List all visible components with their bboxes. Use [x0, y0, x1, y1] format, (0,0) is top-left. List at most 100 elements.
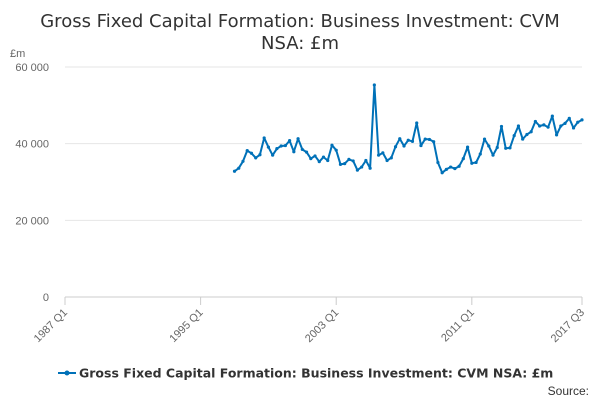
data-point[interactable] — [355, 168, 360, 172]
data-point[interactable] — [571, 126, 576, 130]
data-point[interactable] — [309, 157, 313, 161]
data-point[interactable] — [360, 165, 364, 169]
chart-title-line-2: NSA: £m — [261, 33, 339, 54]
data-point[interactable] — [317, 160, 321, 164]
legend-dot-marker — [64, 370, 70, 376]
data-point[interactable] — [245, 148, 249, 153]
data-point[interactable] — [351, 159, 355, 163]
data-point[interactable] — [432, 140, 436, 144]
data-point[interactable] — [258, 153, 262, 157]
data-point[interactable] — [389, 156, 393, 160]
data-point[interactable] — [521, 137, 525, 141]
data-point[interactable] — [326, 158, 330, 163]
data-point[interactable] — [474, 160, 478, 165]
data-point[interactable] — [436, 160, 440, 165]
x-tick-label: 2017 Q3 — [549, 307, 587, 345]
data-point[interactable] — [461, 157, 465, 161]
data-point[interactable] — [262, 136, 266, 140]
data-point[interactable] — [266, 145, 271, 149]
data-point[interactable] — [504, 146, 508, 150]
data-point[interactable] — [232, 169, 237, 173]
y-tick-label: 60 000 — [15, 62, 49, 74]
x-tick-label: 2011 Q1 — [439, 307, 477, 345]
x-tick-label: 2003 Q1 — [303, 307, 341, 345]
y-tick-label: 0 — [43, 292, 49, 304]
data-point[interactable] — [292, 150, 296, 154]
data-point[interactable] — [563, 121, 567, 125]
data-point[interactable] — [402, 144, 406, 148]
data-point[interactable] — [330, 143, 334, 147]
data-point[interactable] — [381, 151, 385, 155]
data-point[interactable] — [478, 152, 482, 156]
data-point[interactable] — [296, 137, 300, 141]
data-point[interactable] — [279, 144, 283, 148]
data-point[interactable] — [410, 139, 415, 143]
data-point[interactable] — [550, 114, 554, 118]
data-point[interactable] — [338, 162, 343, 166]
data-point[interactable] — [304, 150, 309, 154]
data-point[interactable] — [398, 137, 402, 141]
data-point[interactable] — [385, 158, 389, 163]
x-axis: 1987 Q1 1995 Q1 2003 Q1 2011 Q1 2017 Q3 — [32, 297, 587, 345]
data-point[interactable] — [368, 166, 372, 170]
data-point[interactable] — [237, 166, 241, 170]
data-point[interactable] — [321, 155, 326, 159]
y-axis-ticks: 0 20 000 40 000 60 000 — [15, 62, 49, 304]
data-point[interactable] — [495, 145, 499, 150]
grid-lines — [65, 66, 582, 298]
data-point[interactable] — [364, 158, 368, 163]
series-line[interactable] — [233, 84, 583, 174]
data-point[interactable] — [343, 162, 347, 166]
data-point[interactable] — [470, 161, 474, 165]
data-point[interactable] — [576, 120, 580, 124]
data-point[interactable] — [546, 125, 550, 129]
data-point[interactable] — [491, 153, 495, 157]
data-point[interactable] — [508, 146, 512, 150]
data-point[interactable] — [444, 167, 448, 171]
data-point[interactable] — [300, 147, 304, 152]
data-point[interactable] — [465, 145, 470, 149]
chart-title-line-1: Gross Fixed Capital Formation: Business … — [40, 11, 560, 32]
data-point[interactable] — [516, 124, 521, 128]
data-point[interactable] — [406, 138, 410, 142]
data-point[interactable] — [559, 124, 563, 128]
data-point[interactable] — [538, 124, 542, 128]
source-label[interactable]: Source: — [548, 384, 589, 398]
data-point[interactable] — [313, 154, 317, 158]
y-tick-label: 20 000 — [15, 215, 49, 227]
data-point[interactable] — [334, 148, 338, 152]
data-point[interactable] — [249, 151, 254, 155]
data-point[interactable] — [376, 153, 381, 157]
data-point[interactable] — [415, 121, 419, 125]
data-point[interactable] — [512, 134, 516, 138]
data-point[interactable] — [419, 143, 423, 148]
data-point[interactable] — [427, 137, 432, 142]
data-point[interactable] — [542, 123, 546, 127]
legend[interactable]: Gross Fixed Capital Formation: Business … — [58, 366, 553, 381]
data-point[interactable] — [283, 143, 287, 148]
data-point[interactable] — [254, 156, 258, 160]
data-point[interactable] — [580, 118, 584, 122]
data-point[interactable] — [453, 166, 457, 171]
data-point[interactable] — [287, 139, 292, 143]
data-point[interactable] — [275, 147, 279, 151]
data-point[interactable] — [529, 130, 533, 134]
x-tick-label: 1995 Q1 — [167, 307, 205, 345]
data-point[interactable] — [499, 124, 504, 129]
data-point[interactable] — [554, 133, 559, 137]
data-point[interactable] — [241, 159, 245, 163]
data-point[interactable] — [449, 165, 453, 169]
data-point[interactable] — [482, 137, 487, 141]
data-point[interactable] — [457, 164, 461, 168]
data-point[interactable] — [372, 83, 376, 87]
data-point[interactable] — [567, 116, 571, 120]
data-point[interactable] — [271, 153, 275, 157]
data-point[interactable] — [393, 145, 398, 149]
data-point[interactable] — [525, 132, 529, 137]
data-point[interactable] — [347, 157, 351, 161]
data-point[interactable] — [487, 144, 491, 148]
data-point[interactable] — [423, 137, 427, 141]
data-point[interactable] — [440, 171, 444, 175]
data-point[interactable] — [533, 119, 537, 124]
